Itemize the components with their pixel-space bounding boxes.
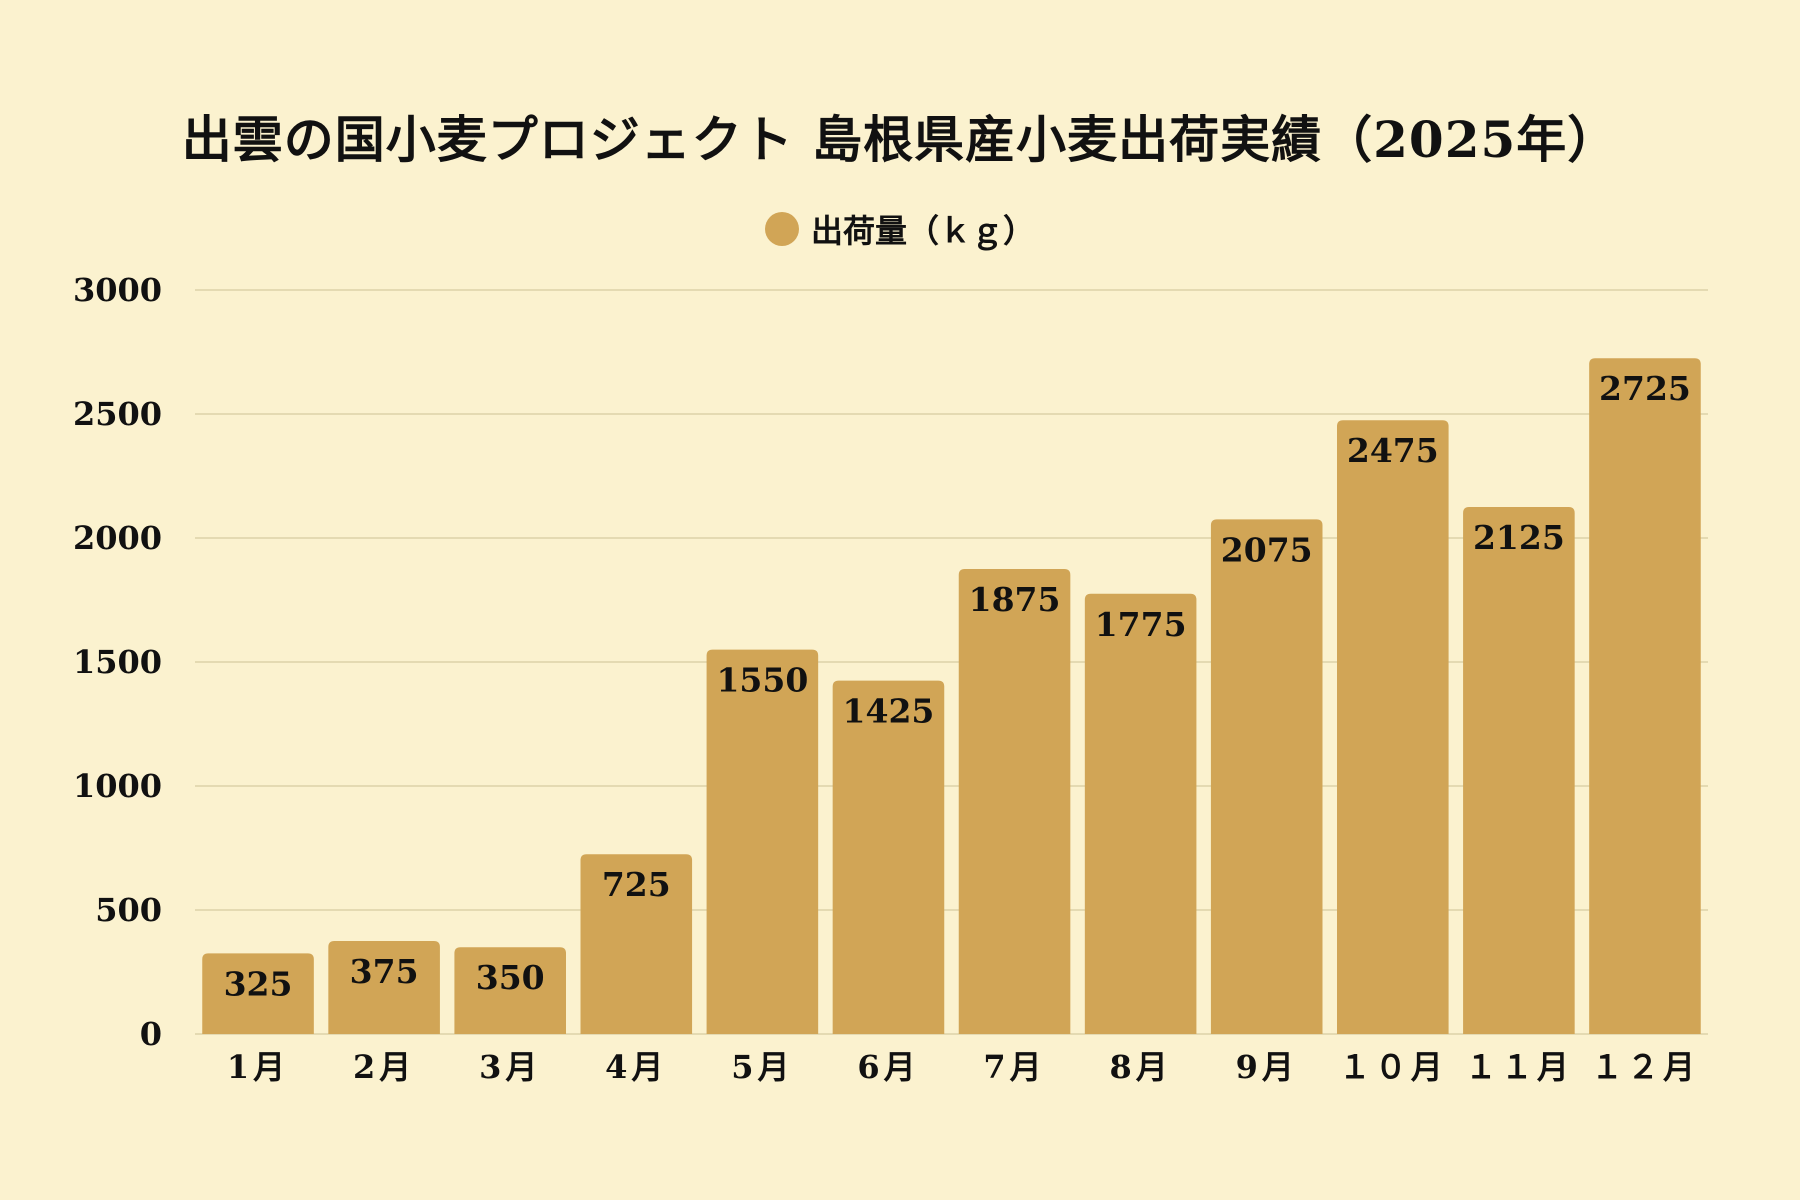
data-label-3: 350: [476, 958, 545, 997]
x-tick-label-12: １２月: [1591, 1048, 1699, 1086]
y-tick-label-1000: 1000: [73, 767, 162, 805]
bar-1: [202, 953, 314, 1034]
y-tick-label-0: 0: [140, 1015, 162, 1053]
x-tick-label-5: 5月: [731, 1048, 793, 1086]
x-tick-label-10: １０月: [1339, 1048, 1447, 1086]
data-label-6: 1425: [843, 692, 935, 731]
data-label-4: 725: [602, 865, 671, 904]
bar-2: [328, 941, 440, 1034]
x-tick-label-1: 1月: [227, 1048, 289, 1086]
data-label-8: 1775: [1095, 605, 1187, 644]
y-tick-label-3000: 3000: [73, 271, 162, 309]
bar-3: [454, 947, 567, 1034]
bar-7: [958, 569, 1071, 1034]
data-label-10: 2475: [1347, 431, 1439, 470]
y-tick-label-1500: 1500: [73, 643, 162, 681]
x-tick-label-9: 9月: [1236, 1048, 1298, 1086]
bar-8: [1084, 593, 1197, 1034]
data-label-2: 375: [350, 952, 419, 991]
legend: 出荷量（ｋｇ）: [0, 206, 1800, 252]
bar-11: [1463, 507, 1575, 1034]
x-tick-label-11: １１月: [1465, 1048, 1573, 1086]
y-tick-label-2000: 2000: [73, 519, 162, 557]
x-tick-label-8: 8月: [1109, 1048, 1171, 1086]
x-tick-label-4: 4月: [605, 1048, 667, 1086]
legend-label: 出荷量（ｋｇ）: [810, 212, 1035, 250]
bar-10: [1336, 420, 1449, 1034]
bar-5: [706, 649, 819, 1034]
x-tick-label-2: 2月: [353, 1048, 415, 1086]
y-tick-label-500: 500: [95, 891, 162, 929]
y-tick-label-2500: 2500: [73, 395, 162, 433]
data-label-11: 2125: [1473, 518, 1565, 557]
bar-12: [1589, 358, 1701, 1034]
data-label-7: 1875: [969, 580, 1061, 619]
x-tick-label-6: 6月: [857, 1048, 919, 1086]
data-label-5: 1550: [716, 661, 808, 700]
data-label-12: 2725: [1599, 369, 1691, 408]
x-tick-label-3: 3月: [479, 1048, 541, 1086]
bar-4: [580, 854, 693, 1034]
chart-title: 出雲の国小麦プロジェクト 島根県産小麦出荷実績（2025年）: [181, 110, 1619, 169]
data-label-1: 325: [224, 964, 293, 1003]
bar-9: [1210, 519, 1323, 1034]
legend-swatch: [764, 212, 799, 246]
x-tick-label-7: 7月: [983, 1048, 1045, 1086]
data-label-9: 2075: [1221, 530, 1313, 569]
bar-6: [832, 680, 945, 1034]
